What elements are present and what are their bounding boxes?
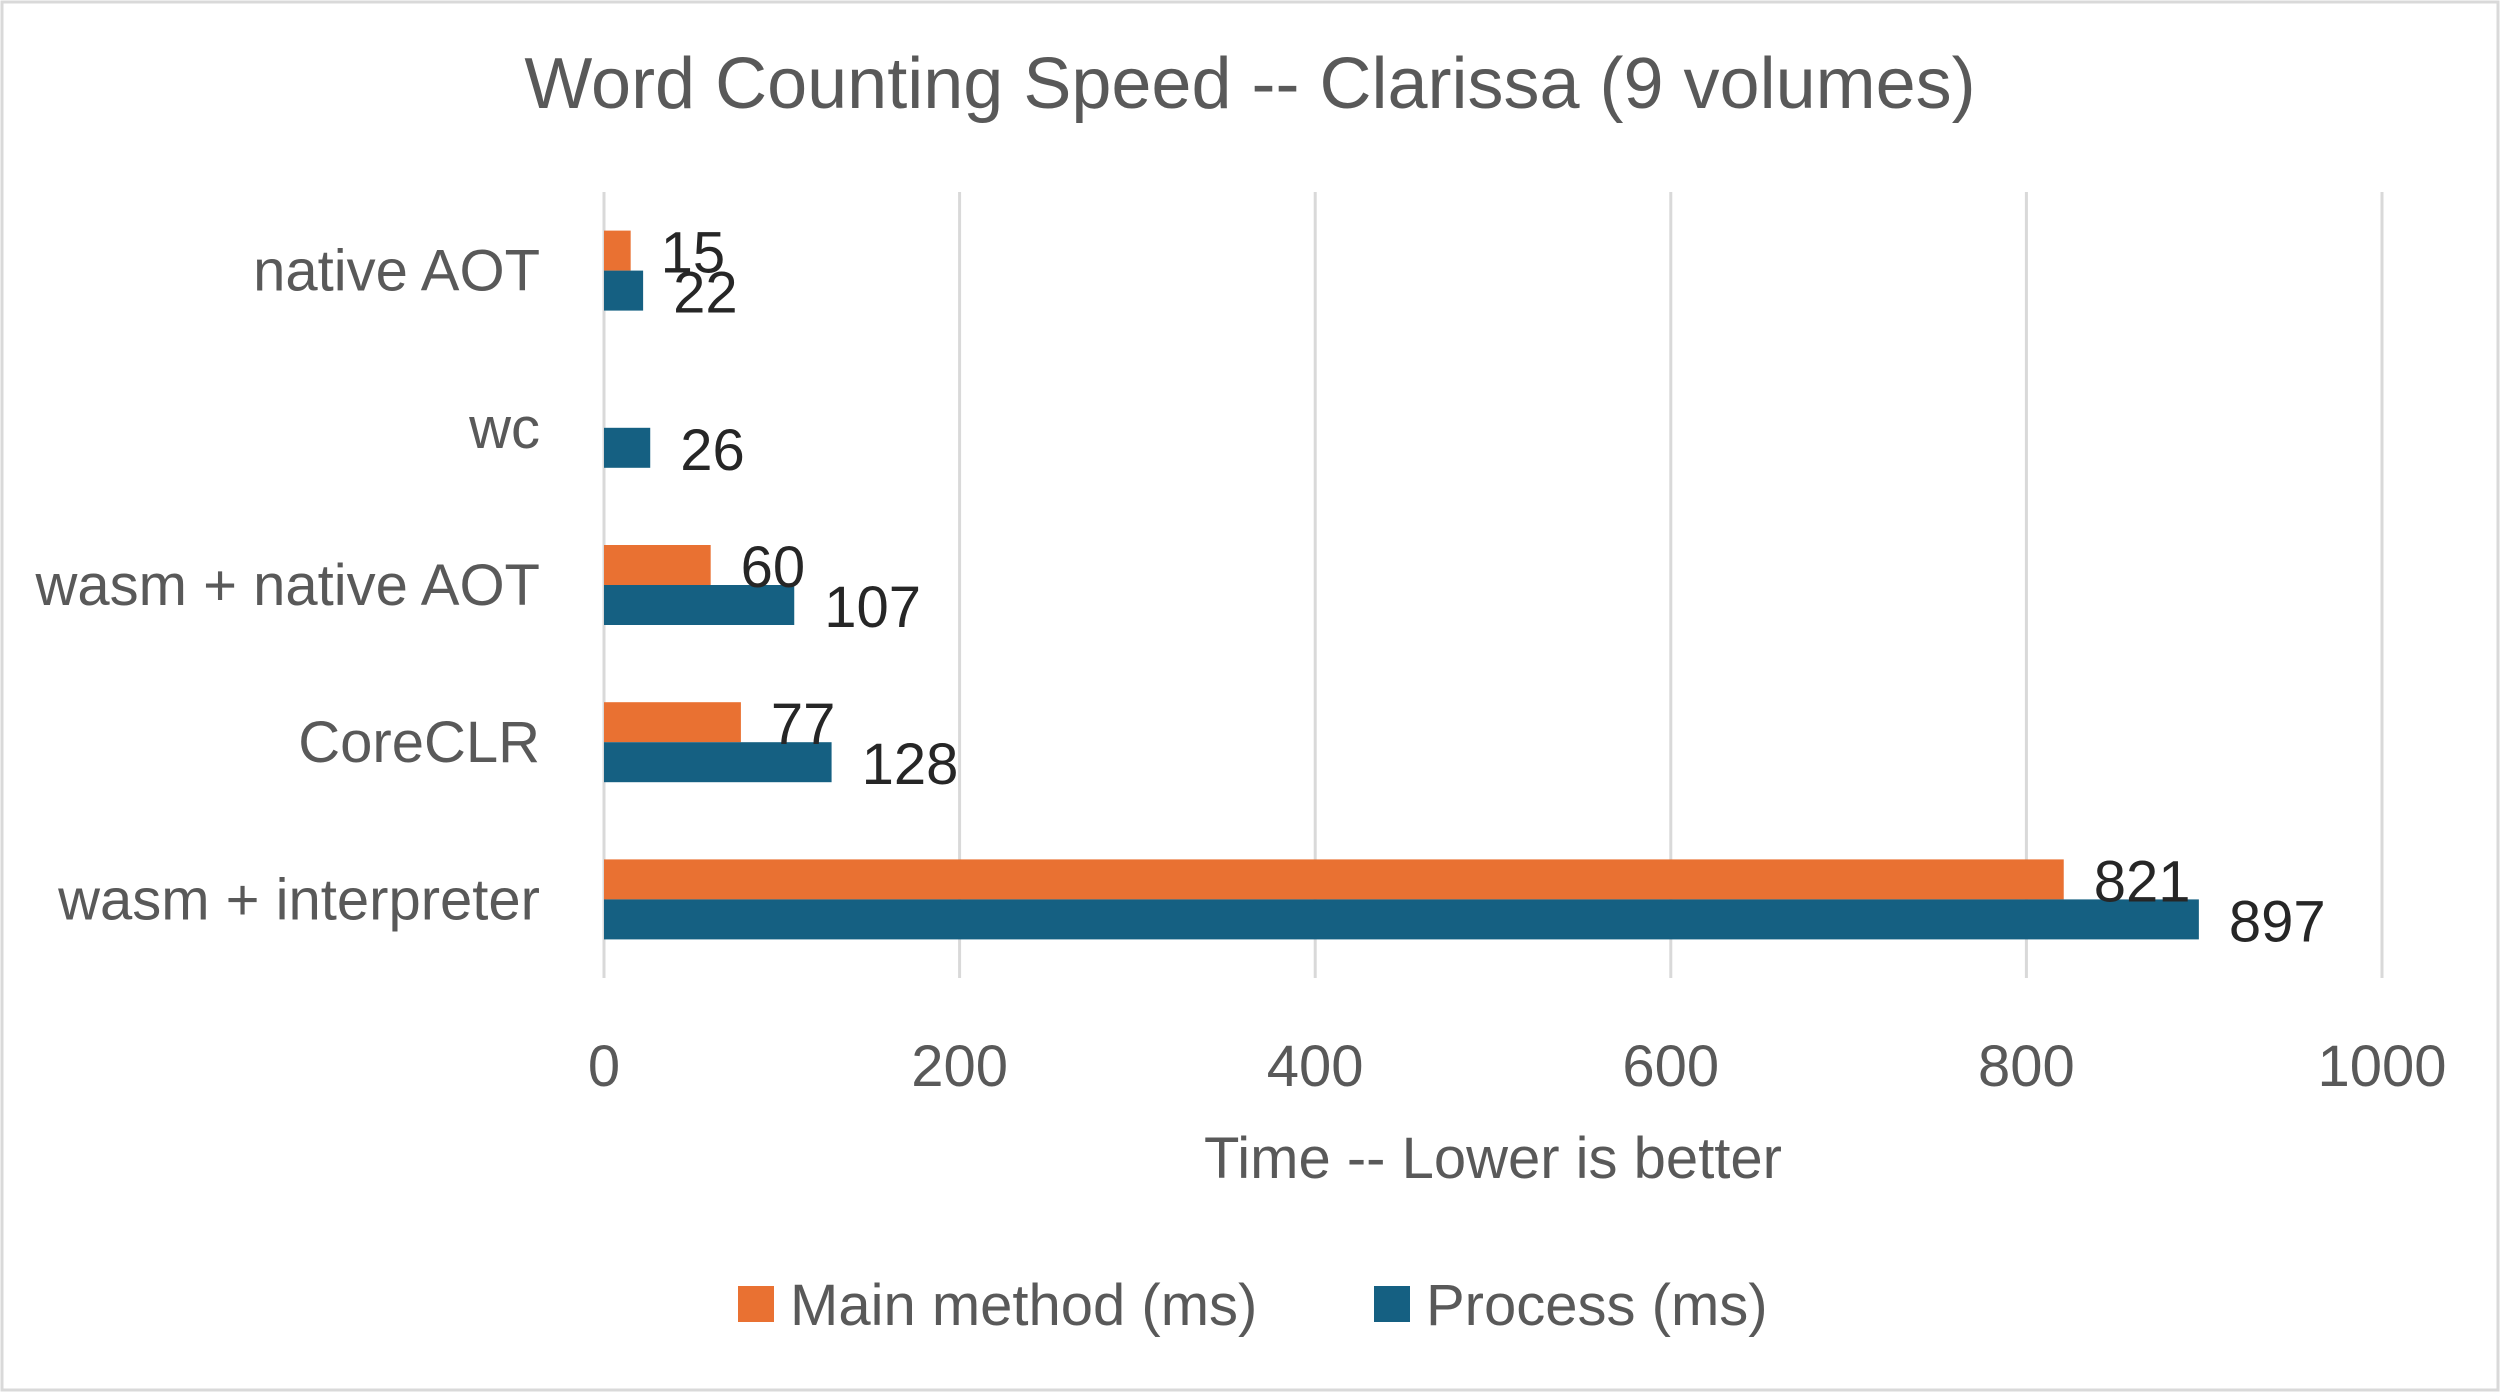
data-label: 26 — [680, 418, 745, 483]
bar-main-method — [604, 230, 631, 271]
data-label: 60 — [741, 535, 806, 600]
data-label: 22 — [673, 261, 738, 326]
legend-swatch — [1374, 1286, 1410, 1322]
category-label: CoreCLR — [298, 710, 540, 775]
x-tick-label: 1000 — [2317, 1034, 2446, 1099]
x-axis-label: Time -- Lower is better — [1204, 1126, 1782, 1191]
chart-title: Word Counting Speed -- Clarissa (9 volum… — [524, 44, 1975, 124]
x-tick-labels: 0 200 400 600 800 1000 — [588, 1034, 2447, 1099]
data-label: 15 — [661, 221, 726, 286]
bar-process — [604, 585, 795, 625]
category-label: wasm + native AOT — [35, 553, 540, 618]
category-label: native AOT — [253, 239, 540, 304]
category-labels: native AOT wc wasm + native AOT CoreCLR wasm… — [35, 239, 540, 933]
x-tick-label: 400 — [1267, 1034, 1364, 1099]
category-label: wasm + interpreter — [57, 867, 540, 932]
data-label: 821 — [2094, 849, 2191, 914]
bar-main-method — [604, 702, 741, 743]
bar-process — [604, 427, 651, 468]
bars — [604, 230, 2199, 940]
x-tick-label: 600 — [1622, 1034, 1719, 1099]
bar-main-method — [604, 859, 2064, 900]
bar-main-method — [604, 545, 711, 585]
category-label: wc — [468, 396, 540, 461]
data-label: 128 — [862, 732, 959, 797]
legend: Main method (ms) Process (ms) — [738, 1273, 1768, 1338]
gridlines — [602, 192, 2384, 978]
legend-swatch — [738, 1286, 774, 1322]
bar-process — [604, 270, 644, 311]
legend-label: Main method (ms) — [790, 1273, 1257, 1338]
bar-process — [604, 742, 832, 783]
x-tick-label: 0 — [588, 1034, 620, 1099]
data-label: 77 — [771, 692, 836, 757]
x-tick-label: 200 — [911, 1034, 1008, 1099]
x-tick-label: 800 — [1978, 1034, 2075, 1099]
data-label: 897 — [2229, 889, 2326, 954]
bar-process — [604, 899, 2199, 940]
data-label: 107 — [824, 575, 921, 640]
legend-label: Process (ms) — [1426, 1273, 1768, 1338]
